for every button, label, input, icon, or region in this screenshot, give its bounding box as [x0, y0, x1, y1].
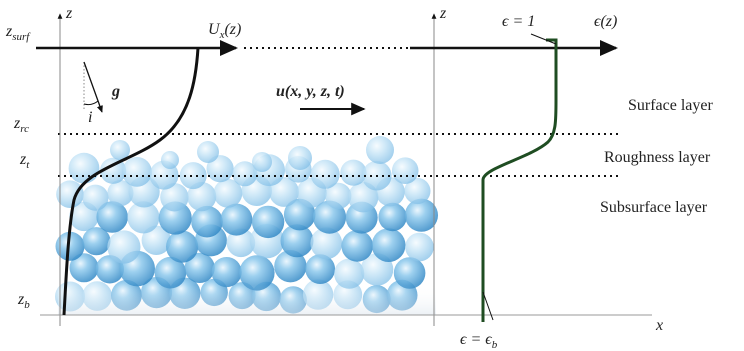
gravity-arrow [83, 61, 103, 113]
velocity-profile-curve [62, 47, 200, 316]
bed-sphere [393, 257, 426, 289]
bed-sphere [232, 161, 258, 187]
bed-sphere [160, 183, 189, 212]
bed-sphere [310, 227, 343, 260]
g-label: g [111, 83, 120, 100]
bed-sphere [226, 228, 256, 258]
i-label: i [88, 109, 92, 126]
bed-sphere [55, 231, 85, 261]
bed-sphere [251, 205, 285, 239]
bed-base-shade [58, 285, 436, 315]
bed-sphere [69, 253, 99, 283]
bed-sphere [252, 152, 272, 172]
z-t-label: zt [19, 151, 30, 171]
bed-sphere [95, 255, 125, 284]
bed-sphere [68, 152, 100, 184]
bed-sphere [378, 202, 407, 232]
eps-bottom-leader [482, 291, 494, 321]
bed-sphere [269, 177, 299, 207]
bed-sphere [211, 257, 242, 288]
eps-top-leader [530, 33, 557, 45]
bed-sphere [154, 256, 187, 289]
bed-sphere [127, 201, 160, 234]
bed-sphere [107, 180, 134, 207]
bed-sphere [274, 250, 307, 283]
eps-top-label: ϵ = 1 [502, 13, 535, 30]
bed-sphere [239, 255, 275, 291]
u-field-label: u(x, y, z, t) [276, 83, 345, 100]
bed-sphere [161, 151, 179, 169]
bed-sphere [405, 232, 434, 262]
porosity-profile-curve [481, 38, 558, 322]
bed-sphere [213, 178, 243, 208]
bed-sphere [197, 141, 219, 163]
subsurface-layer-label: Subsurface layer [600, 199, 708, 216]
bed-sphere [371, 228, 406, 262]
bed-sphere [191, 205, 223, 238]
roughness-layer-label: Roughness layer [604, 149, 711, 166]
bed-sphere [56, 180, 84, 208]
bed-sphere [310, 159, 340, 189]
surface-layer-label: Surface layer [628, 97, 714, 114]
bed-sphere [366, 136, 394, 164]
bed-sphere [391, 157, 419, 184]
x-axis-label: x [655, 317, 663, 334]
bed-sphere [187, 182, 217, 212]
bed-sphere [340, 159, 367, 186]
right-z-label: z [439, 5, 447, 22]
bed-sphere [280, 224, 314, 258]
bed-sphere [404, 198, 438, 232]
left-z-label: z [65, 5, 73, 22]
bed-sphere [100, 157, 127, 184]
bed-sphere [184, 252, 215, 283]
bed-sphere [334, 258, 365, 289]
bed-sphere [110, 140, 130, 160]
bed-sphere [341, 230, 374, 262]
bed-sphere [288, 146, 312, 170]
bed-sphere [179, 162, 207, 190]
eps-z-label: ϵ(z) [594, 13, 617, 30]
bed-sphere [141, 225, 171, 255]
bed-sphere [122, 157, 152, 187]
z-surf-label: zsurf [5, 23, 31, 43]
bed-sphere [305, 254, 336, 284]
bed-sphere [166, 230, 199, 263]
bed-sphere [348, 182, 379, 213]
bed-sphere [96, 201, 128, 233]
bed-sphere [158, 201, 192, 235]
inclination-angle-arc [83, 100, 99, 106]
bed-sphere [82, 184, 109, 211]
bed-sphere [82, 227, 111, 256]
bed-sphere [404, 177, 431, 205]
bed-sphere [325, 182, 352, 210]
ux-label: Ux(z) [208, 21, 241, 41]
bed-sphere [107, 230, 141, 264]
eps-bottom-label: ϵ = ϵb [460, 331, 498, 351]
bed-sphere [220, 203, 253, 236]
z-b-label: zb [17, 291, 30, 311]
z-rc-label: zrc [13, 115, 29, 135]
